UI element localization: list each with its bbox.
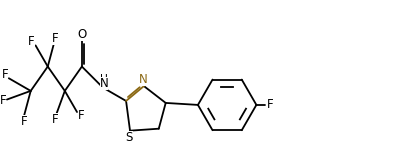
Text: F: F [52, 113, 59, 126]
Text: F: F [267, 98, 274, 111]
Text: F: F [52, 31, 58, 45]
Text: F: F [21, 115, 28, 128]
Text: H: H [100, 74, 108, 84]
Text: F: F [0, 94, 7, 107]
Text: F: F [78, 110, 84, 122]
Text: N: N [138, 73, 147, 86]
Text: S: S [125, 131, 133, 144]
Text: N: N [99, 77, 108, 90]
Text: O: O [77, 28, 87, 41]
Text: F: F [2, 68, 8, 81]
Text: F: F [28, 35, 35, 48]
